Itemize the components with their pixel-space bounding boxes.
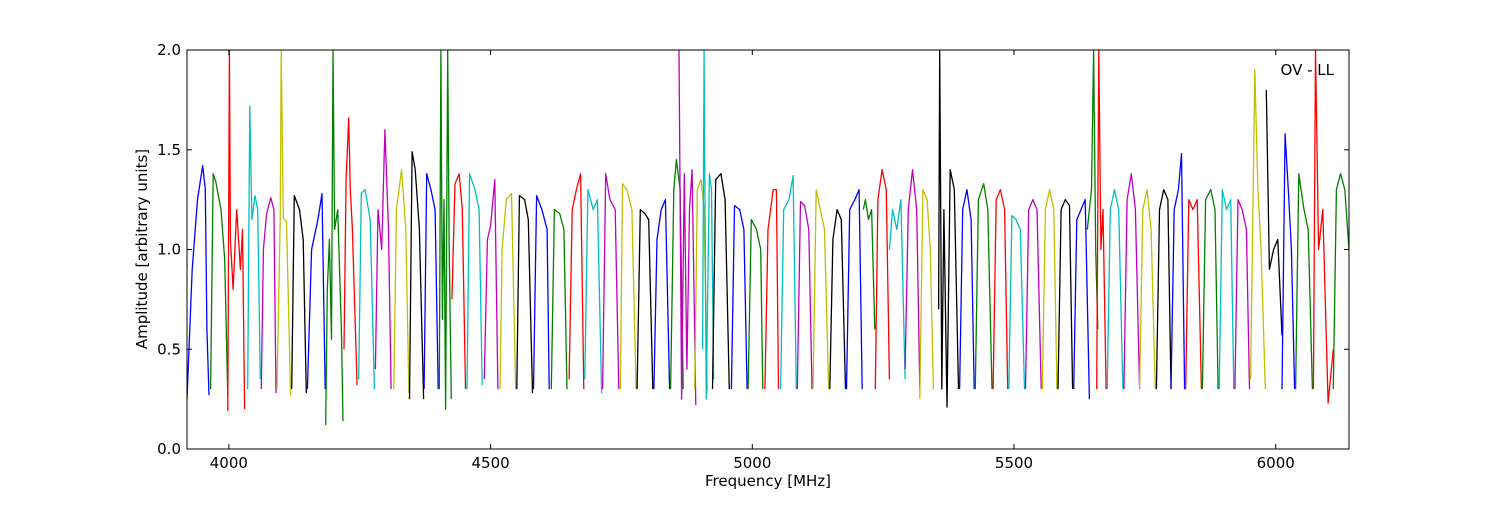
- series-line-45: [904, 169, 921, 390]
- series-line-60: [1138, 188, 1156, 390]
- series-line-51: [1008, 214, 1026, 390]
- series-line-4: [260, 196, 277, 394]
- series-line-62: [1170, 153, 1186, 390]
- series-line-43: [874, 169, 891, 390]
- series-line-21: [532, 194, 550, 390]
- series-line-26: [619, 183, 637, 390]
- series-line-10: [358, 188, 376, 390]
- series-line-18: [483, 179, 499, 390]
- x-tick-label: 4000: [210, 454, 248, 472]
- y-tick-label: 2.0: [157, 41, 181, 59]
- series-line-70: [1294, 173, 1314, 390]
- series-line-15: [438, 50, 452, 410]
- series-line-52: [1024, 198, 1042, 390]
- series-line-65: [1218, 188, 1235, 390]
- series-line-39: [812, 188, 830, 390]
- series-line-56: [1086, 50, 1099, 330]
- series-line-54: [1057, 198, 1074, 390]
- series-line-30: [678, 50, 697, 406]
- series-line-53: [1041, 188, 1058, 390]
- y-tick-label: 1.5: [157, 141, 181, 159]
- series-line-38: [796, 200, 813, 390]
- series-line-5: [276, 50, 292, 396]
- series-line-67: [1249, 69, 1266, 390]
- series-line-17: [466, 173, 483, 390]
- series-line-68: [1265, 89, 1283, 336]
- series-line-22: [550, 208, 568, 390]
- series-line-13: [408, 151, 425, 400]
- y-axis-label: Amplitude [arbitrary units]: [133, 149, 151, 349]
- series-line-64: [1201, 188, 1219, 390]
- series-line-27: [636, 208, 654, 390]
- series-line-34: [730, 204, 748, 390]
- series-line-19: [499, 192, 517, 390]
- y-tick-label: 1.0: [157, 241, 181, 259]
- series-line-2: [227, 50, 246, 412]
- x-tick-label: 5000: [733, 454, 771, 472]
- series-line-55: [1073, 198, 1091, 400]
- series-line-20: [516, 194, 534, 394]
- series-line-40: [829, 208, 847, 390]
- series-line-14: [423, 173, 439, 390]
- series-line-50: [992, 188, 1009, 390]
- series-line-33: [711, 173, 730, 390]
- series-line-28: [653, 198, 671, 390]
- series-line-72: [1332, 173, 1349, 390]
- x-tick-label: 4500: [471, 454, 509, 472]
- series-line-8: [325, 50, 344, 426]
- series-line-58: [1106, 188, 1124, 390]
- series-line-23: [568, 173, 585, 390]
- x-tick-label: 5500: [995, 454, 1033, 472]
- series-line-6: [291, 194, 307, 394]
- series-line-0: [187, 165, 210, 400]
- series-line-42: [862, 198, 876, 330]
- series-line-35: [747, 218, 764, 390]
- series-line-16: [451, 173, 467, 390]
- series-line-71: [1312, 50, 1334, 404]
- series-line-59: [1123, 173, 1141, 390]
- series-line-11: [374, 129, 392, 390]
- series-line-49: [974, 183, 993, 390]
- series-line-32: [701, 50, 715, 400]
- series-line-61: [1155, 188, 1172, 390]
- ticks-layer: 4000 4500 5000 5500 6000 0.0 0.5 1.0 1.5 2.0: [157, 41, 1349, 472]
- y-tick-label: 0.5: [157, 340, 181, 358]
- series-line-3: [247, 105, 261, 390]
- series-line-9: [343, 117, 358, 386]
- series-line-48: [958, 188, 975, 390]
- series-line-69: [1281, 133, 1296, 390]
- x-tick-label: 6000: [1257, 454, 1295, 472]
- series-line-46: [919, 188, 935, 400]
- series-line-1: [209, 173, 229, 398]
- series-line-66: [1234, 198, 1251, 390]
- series-line-41: [845, 188, 863, 390]
- x-axis-label: Frequency [MHz]: [705, 472, 831, 490]
- series-line-63: [1185, 198, 1203, 390]
- series-line-47: [937, 50, 960, 408]
- series-line-7: [306, 192, 326, 390]
- series-line-44: [888, 198, 906, 380]
- series-line-12: [393, 169, 410, 394]
- series-line-25: [601, 173, 620, 390]
- series-line-36: [764, 188, 780, 390]
- y-tick-label: 0.0: [157, 440, 181, 458]
- series-layer: [187, 50, 1349, 426]
- series-line-37: [779, 175, 797, 390]
- chart-annotation: OV - LL: [1281, 61, 1335, 79]
- series-line-57: [1096, 50, 1107, 390]
- series-line-24: [584, 188, 603, 394]
